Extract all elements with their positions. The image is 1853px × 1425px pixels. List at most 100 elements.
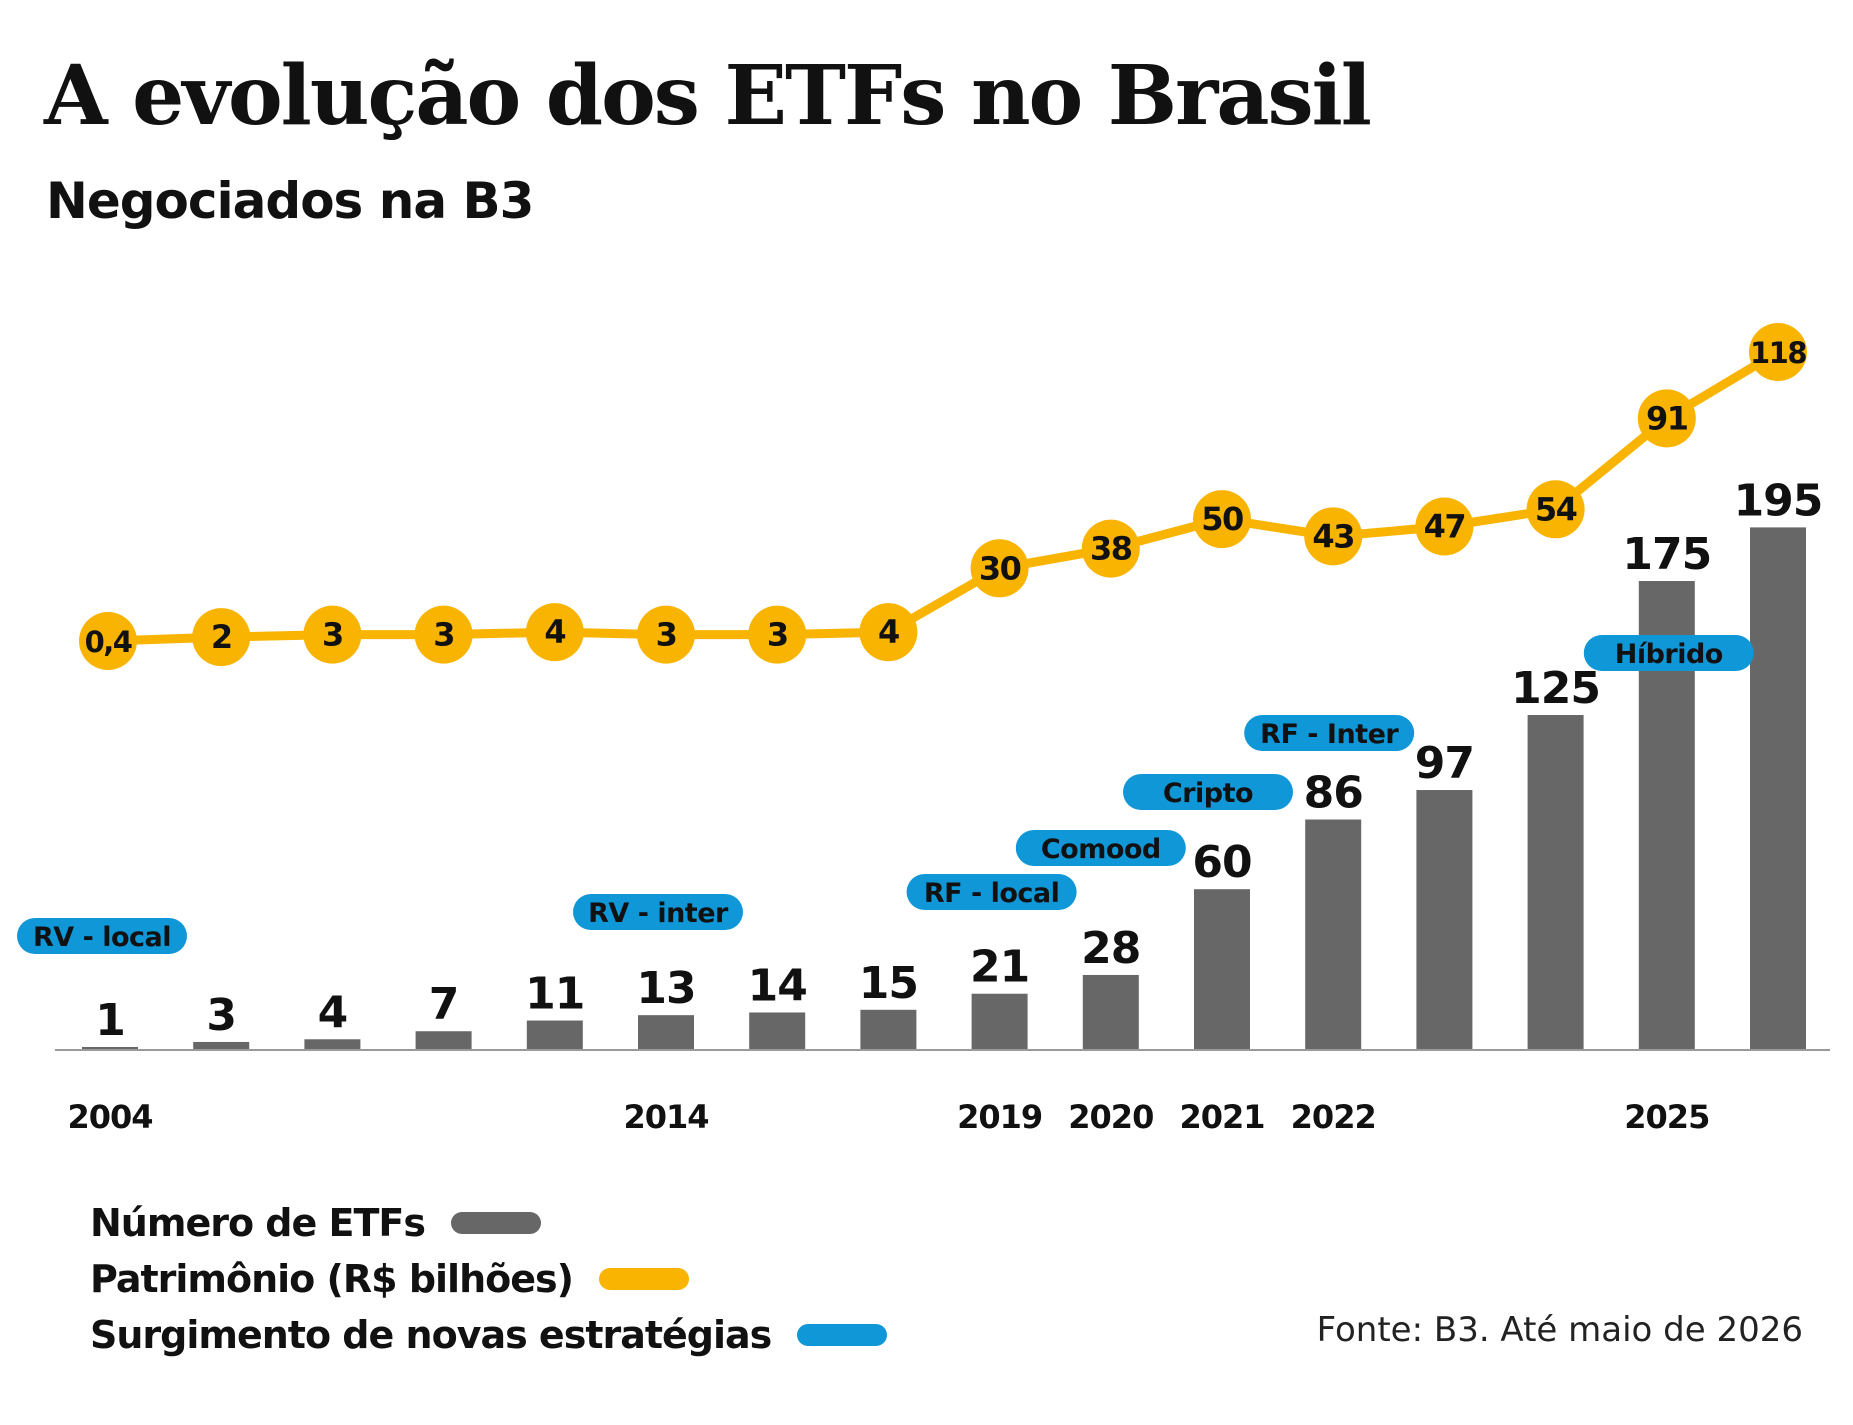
bar-value-label: 97 xyxy=(1415,738,1474,789)
bar-13 xyxy=(1527,715,1584,1050)
bar-5 xyxy=(638,1015,694,1050)
line-value-label: 3 xyxy=(767,616,788,654)
line-point-0 xyxy=(79,612,137,671)
legend-item-estrategias: Surgimento de novas estratégias xyxy=(90,1307,888,1363)
legend-item-patrimonio: Patrimônio (R$ bilhões) xyxy=(90,1251,887,1307)
bar-7 xyxy=(860,1009,917,1050)
bar-1 xyxy=(193,1041,250,1050)
bar-value-label: 21 xyxy=(970,942,1029,993)
source-note: Fonte: B3. Até maio de 2026 xyxy=(1316,1310,1803,1350)
bar-value-label: 15 xyxy=(859,958,918,1009)
bar-value-label: 4 xyxy=(318,987,348,1038)
bar-value-label: 28 xyxy=(1081,923,1140,974)
line-point-2 xyxy=(303,605,362,664)
x-tick-label: 2025 xyxy=(1624,1098,1709,1136)
x-tick-label: 2021 xyxy=(1179,1098,1264,1136)
legend-label-estrategias: Surgimento de novas estratégias xyxy=(90,1313,772,1357)
legend: Número de ETFs Patrimônio (R$ bilhões) S… xyxy=(90,1195,888,1363)
x-axis-labels: 2004 2014 2019 2020 2021 2022 2025 xyxy=(67,1098,1710,1136)
line-point-5 xyxy=(637,605,695,664)
strategy-pill-label: RF - Inter xyxy=(1260,719,1399,750)
strategy-pill: RV - inter xyxy=(573,894,743,930)
strategy-pill-label: RF - local xyxy=(924,878,1060,909)
line-value-label: 3 xyxy=(433,616,454,654)
bar-value-label: 195 xyxy=(1734,475,1823,526)
bar-3 xyxy=(415,1031,472,1050)
line-value-label: 4 xyxy=(878,613,899,651)
line-value-label: 50 xyxy=(1201,500,1243,538)
legend-label-patrimonio: Patrimônio (R$ bilhões) xyxy=(90,1257,574,1301)
bar-9 xyxy=(1082,974,1139,1050)
bar-value-label: 13 xyxy=(636,963,695,1014)
line-point-1 xyxy=(192,608,251,667)
strategy-pill: Cripto xyxy=(1123,774,1293,810)
line-value-label: 54 xyxy=(1535,490,1577,528)
strategy-pill: RF - Inter xyxy=(1244,715,1415,751)
bar-value-label: 3 xyxy=(206,990,236,1041)
strategy-pill-label: Cripto xyxy=(1163,778,1253,809)
line-value-label: 118 xyxy=(1750,336,1806,370)
legend-swatch-etfs xyxy=(450,1212,541,1234)
line-point-6 xyxy=(748,605,807,664)
legend-item-etfs: Número de ETFs xyxy=(90,1195,887,1251)
legend-swatch-patrimonio xyxy=(599,1268,689,1290)
line-point-3 xyxy=(414,605,473,664)
chart-subtitle: Negociados na B3 xyxy=(46,172,534,230)
bar-8 xyxy=(971,993,1028,1050)
line-value-label: 43 xyxy=(1312,517,1354,555)
line-value-label: 0,4 xyxy=(85,625,132,659)
patrimonio-line xyxy=(103,347,1783,646)
strategy-pill-shape xyxy=(906,874,1077,910)
line-value-label: 2 xyxy=(211,618,232,656)
bar-4 xyxy=(526,1020,583,1050)
strategy-pill-label: Comood xyxy=(1041,834,1161,865)
bar-value-label: 86 xyxy=(1304,768,1363,819)
strategy-pill-shape xyxy=(1123,774,1293,810)
line-point-4 xyxy=(525,603,584,662)
bar-15 xyxy=(1750,527,1806,1050)
strategy-pill-shape xyxy=(1244,715,1415,751)
strategy-pill-label: Híbrido xyxy=(1615,639,1723,670)
x-tick-label: 2022 xyxy=(1291,1098,1376,1136)
x-tick-label: 2014 xyxy=(623,1098,708,1136)
line-value-label: 38 xyxy=(1090,530,1132,568)
line-point-11 xyxy=(1304,507,1363,566)
strategy-pills: RV - local RV - inter RF - local ComoodCrip… xyxy=(17,635,1754,954)
line-value-label: 91 xyxy=(1646,399,1688,437)
line-point-13 xyxy=(1526,480,1585,539)
line-value-label: 30 xyxy=(979,549,1021,587)
strategy-pill-shape xyxy=(1583,635,1754,671)
legend-label-etfs: Número de ETFs xyxy=(90,1201,426,1245)
bar-value-label: 175 xyxy=(1622,529,1711,580)
strategy-pill: Híbrido xyxy=(1583,635,1754,671)
line-value-label: 3 xyxy=(322,616,343,654)
line-value-label: 4 xyxy=(544,613,565,651)
bar-0 xyxy=(82,1047,138,1050)
line-point-10 xyxy=(1193,490,1251,549)
line-value-label: 3 xyxy=(656,616,677,654)
bar-6 xyxy=(749,1012,806,1050)
strategy-pill: RF - local xyxy=(906,874,1077,910)
line-point-9 xyxy=(1081,519,1140,578)
chart-title: A evolução dos ETFs no Brasil xyxy=(44,48,1372,144)
line-point-12 xyxy=(1415,497,1474,556)
line-point-8 xyxy=(970,539,1029,598)
bar-value-label: 7 xyxy=(429,979,459,1030)
bar-10 xyxy=(1194,889,1250,1050)
bar-value-label: 1 xyxy=(95,995,125,1046)
legend-swatch-estrategias xyxy=(797,1324,888,1346)
strategy-pill-shape xyxy=(573,894,743,930)
bar-2 xyxy=(304,1039,361,1050)
line-point-15 xyxy=(1749,323,1807,381)
strategy-pill-label: RV - local xyxy=(33,922,171,953)
line-point-7 xyxy=(859,603,918,662)
bar-value-label: 125 xyxy=(1511,663,1600,714)
strategy-pill-shape xyxy=(1015,830,1186,866)
bar-11 xyxy=(1305,819,1362,1050)
x-tick-label: 2019 xyxy=(957,1098,1042,1136)
bar-12 xyxy=(1416,790,1473,1050)
strategy-pill-shape xyxy=(17,918,187,954)
